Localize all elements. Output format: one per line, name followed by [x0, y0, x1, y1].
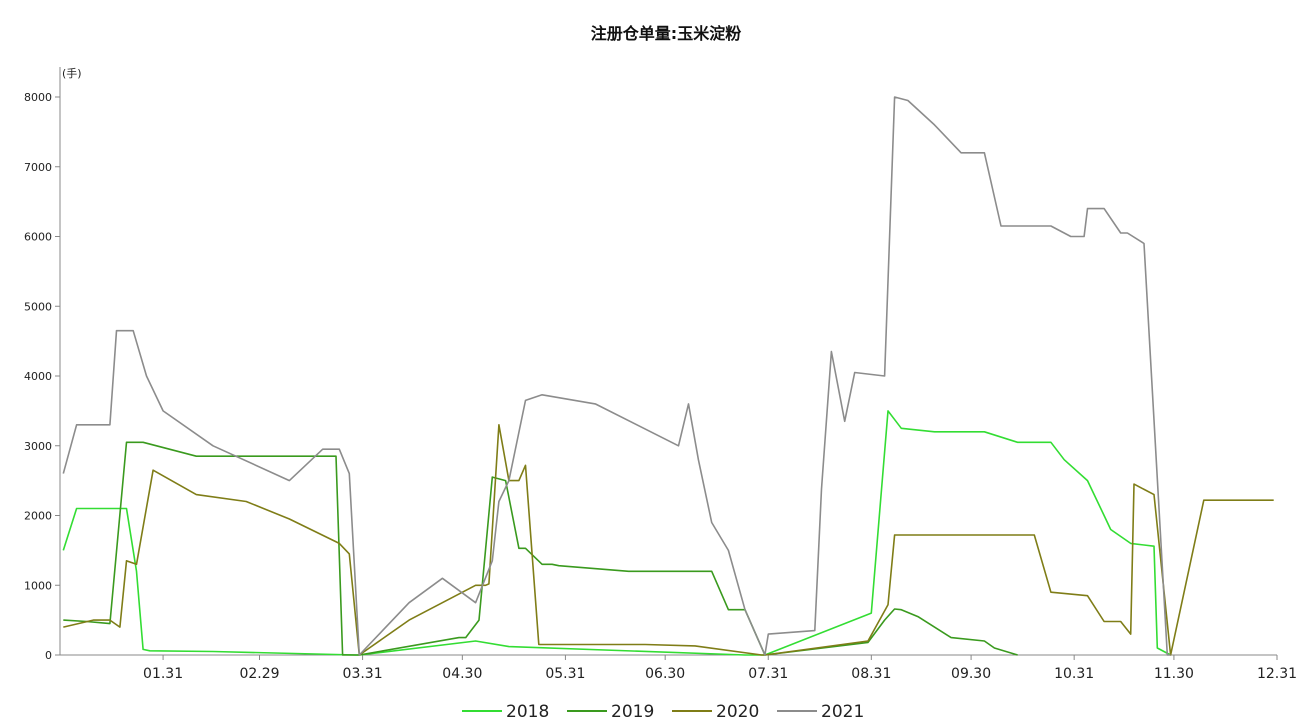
- x-axis: 01.31 02.29 03.31 04.30 05.31 06.30 07.31 08.31…: [60, 654, 1297, 682]
- x-tick-label: 01.31: [143, 666, 183, 682]
- x-tick-label: 10.31: [1054, 666, 1094, 682]
- series-line-2021: [62, 96, 1171, 656]
- y-tick-label: 3000: [24, 440, 52, 453]
- x-tick-label: 12.31: [1257, 666, 1297, 682]
- x-tick-label: 03.31: [343, 666, 383, 682]
- series-lines: [62, 96, 1274, 656]
- y-tick-label: 8000: [24, 91, 52, 104]
- series-line-2020: [63, 423, 1274, 656]
- x-tick-label: 04.30: [442, 666, 482, 682]
- y-tick-label: 5000: [24, 300, 52, 313]
- x-tick-label: 08.31: [851, 666, 891, 682]
- x-tick-label: 11.30: [1154, 666, 1194, 682]
- legend-label-2020: 2020: [716, 702, 759, 722]
- series-line-2019: [63, 441, 1018, 656]
- y-tick-label: 0: [45, 649, 52, 662]
- y-axis-unit-label: (手): [62, 66, 82, 80]
- y-axis: 0 1000 2000 3000 4000 5000 6000 7000 8000: [24, 67, 61, 662]
- x-tick-label: 07.31: [748, 666, 788, 682]
- x-tick-label: 09.30: [951, 666, 991, 682]
- series-line-2018: [62, 410, 1171, 656]
- legend-label-2021: 2021: [821, 702, 864, 722]
- chart-title: 注册仓单量:玉米淀粉: [591, 24, 741, 43]
- y-tick-label: 4000: [24, 370, 52, 383]
- legend: 2018 2019 2020 2021: [462, 702, 864, 722]
- y-tick-label: 2000: [24, 510, 52, 523]
- x-tick-label: 06.30: [645, 666, 685, 682]
- x-tick-label: 02.29: [239, 666, 279, 682]
- legend-label-2018: 2018: [506, 702, 549, 722]
- y-tick-label: 7000: [24, 161, 52, 174]
- x-tick-label: 05.31: [545, 666, 585, 682]
- y-tick-label: 6000: [24, 231, 52, 244]
- legend-label-2019: 2019: [611, 702, 654, 722]
- y-tick-label: 1000: [24, 579, 52, 592]
